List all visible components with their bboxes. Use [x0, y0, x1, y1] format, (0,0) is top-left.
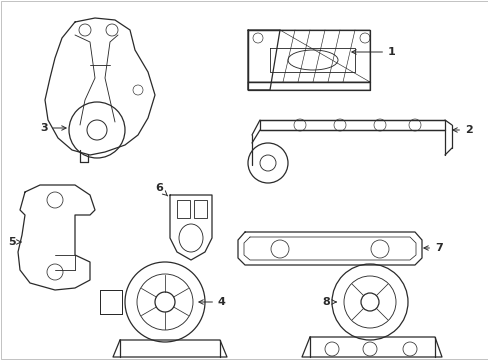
Bar [100, 290, 122, 314]
Text: 6: 6 [155, 183, 167, 196]
Text: 5: 5 [8, 237, 21, 247]
Bar [194, 200, 206, 218]
Text: 1: 1 [351, 47, 395, 57]
Text: 3: 3 [40, 123, 66, 133]
Text: 8: 8 [321, 297, 335, 307]
Text: 4: 4 [199, 297, 225, 307]
Bar [177, 200, 190, 218]
Text: 7: 7 [423, 243, 442, 253]
Text: 2: 2 [452, 125, 472, 135]
